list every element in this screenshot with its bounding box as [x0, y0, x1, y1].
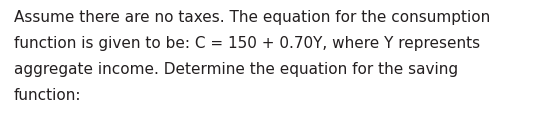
- Text: aggregate income. Determine the equation for the saving: aggregate income. Determine the equation…: [14, 62, 458, 77]
- Text: function:: function:: [14, 88, 81, 103]
- Text: function is given to be: C = 150 + 0.70Y, where Y represents: function is given to be: C = 150 + 0.70Y…: [14, 36, 480, 51]
- Text: Assume there are no taxes. The equation for the consumption: Assume there are no taxes. The equation …: [14, 10, 490, 25]
